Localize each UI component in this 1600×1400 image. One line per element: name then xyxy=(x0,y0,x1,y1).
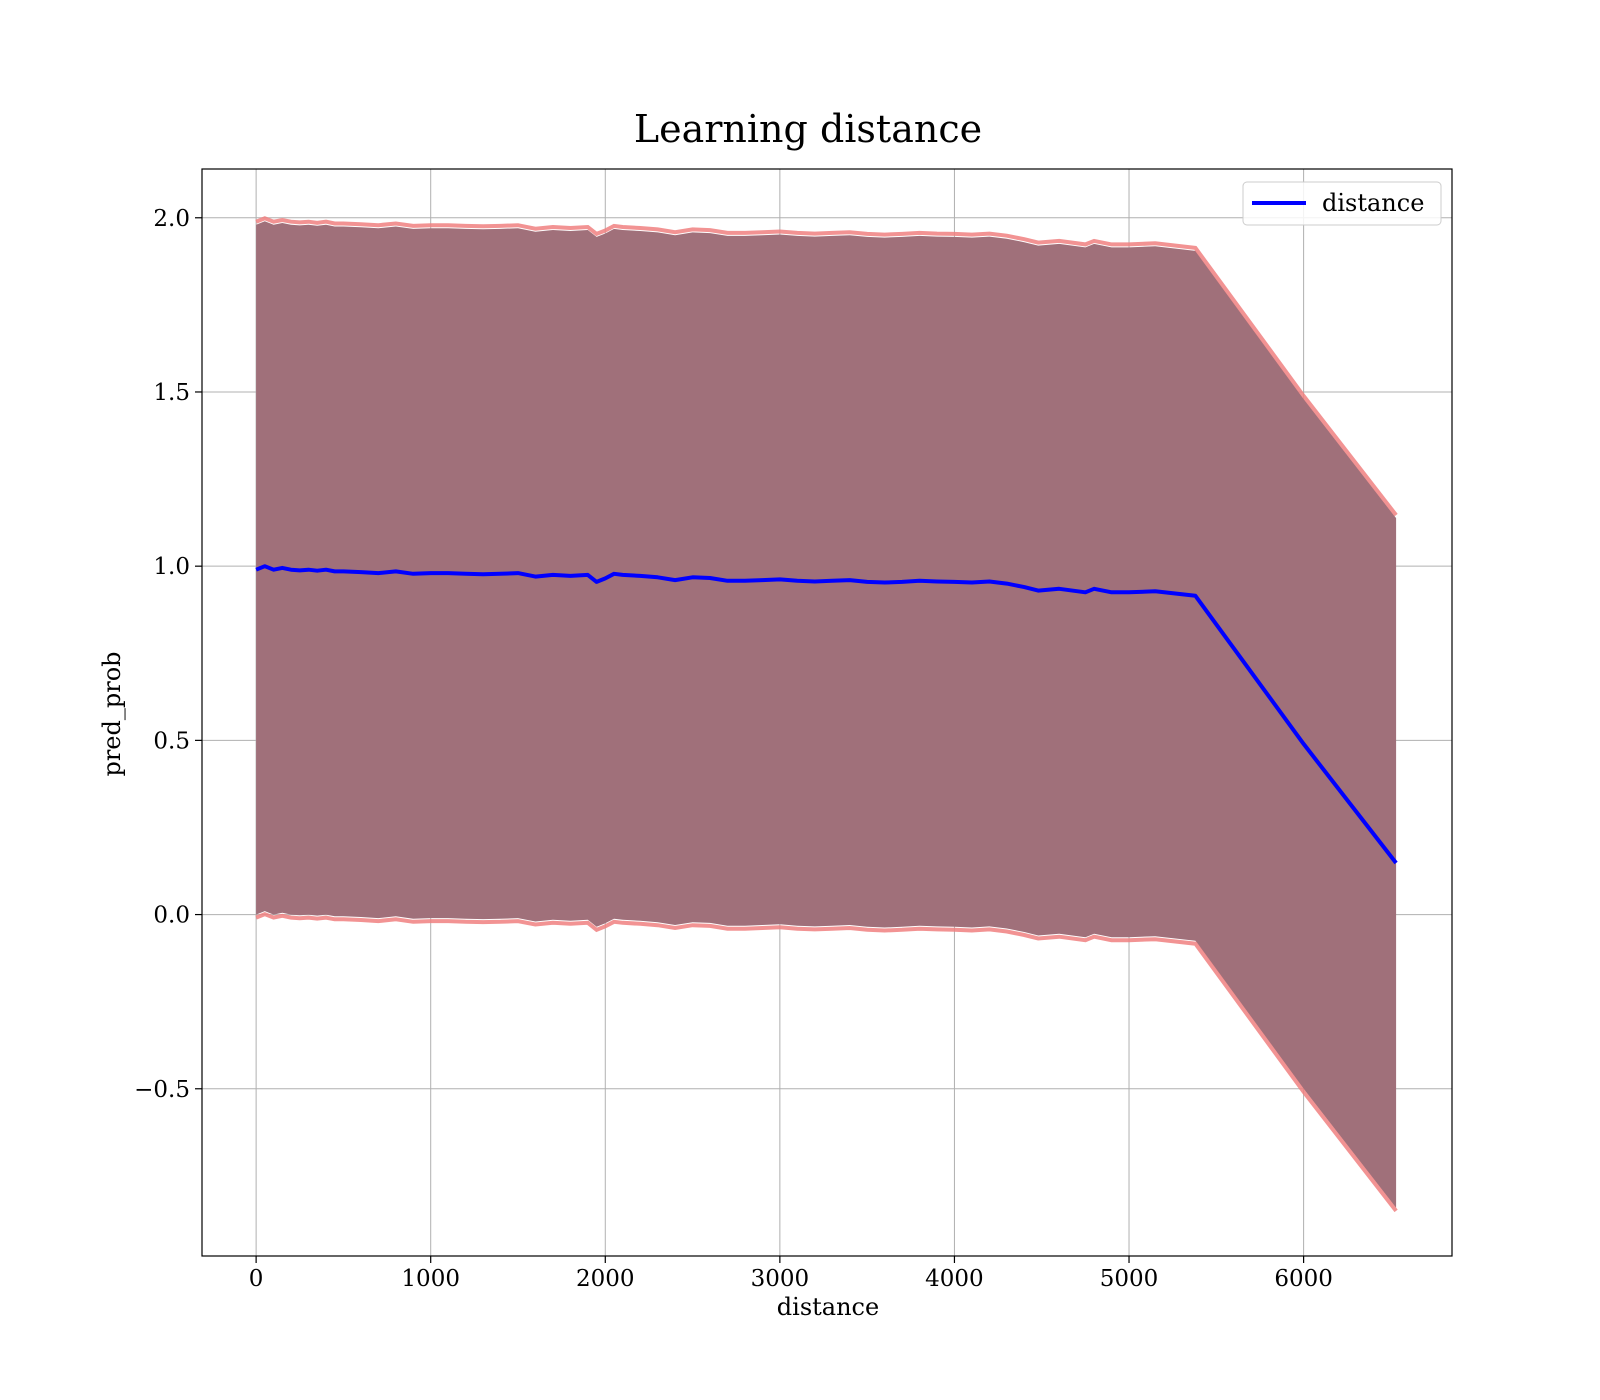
x-tick-label: 5000 xyxy=(1100,1266,1159,1292)
series-lines xyxy=(255,564,1398,865)
y-tick-label: 1.0 xyxy=(153,554,190,580)
y-tick-label: 0.5 xyxy=(153,728,190,754)
band-upper-edge xyxy=(255,216,1398,517)
legend: distance xyxy=(1242,181,1442,226)
confidence-band xyxy=(255,216,1398,1213)
plot-frame xyxy=(201,168,1453,1257)
y-axis-ticks: −0.5 0.0 0.5 1.0 1.5 2.0 xyxy=(134,206,202,1103)
chart-title: Learning distance xyxy=(634,107,982,151)
x-tick-label: 2000 xyxy=(576,1266,635,1292)
legend-label-distance: distance xyxy=(1322,189,1424,217)
legend-box xyxy=(1242,181,1442,226)
y-axis-label: pred_prob xyxy=(98,651,126,776)
x-tick-label: 1000 xyxy=(401,1266,460,1292)
x-tick-label: 6000 xyxy=(1274,1266,1333,1292)
y-tick-label: 1.5 xyxy=(153,380,190,406)
x-tick-label: 4000 xyxy=(925,1266,984,1292)
series-line-distance xyxy=(255,564,1398,865)
y-tick-label: 2.0 xyxy=(153,206,190,232)
y-tick-label: −0.5 xyxy=(134,1077,190,1103)
x-axis-label: distance xyxy=(777,1293,879,1321)
x-tick-label: 3000 xyxy=(751,1266,810,1292)
x-tick-label: 0 xyxy=(249,1266,264,1292)
y-tick-label: 0.0 xyxy=(153,903,190,929)
x-axis-ticks: 0 1000 2000 3000 4000 5000 6000 xyxy=(249,1256,1333,1292)
band-area xyxy=(256,221,1397,1208)
band-lower-edge xyxy=(255,911,1398,1213)
